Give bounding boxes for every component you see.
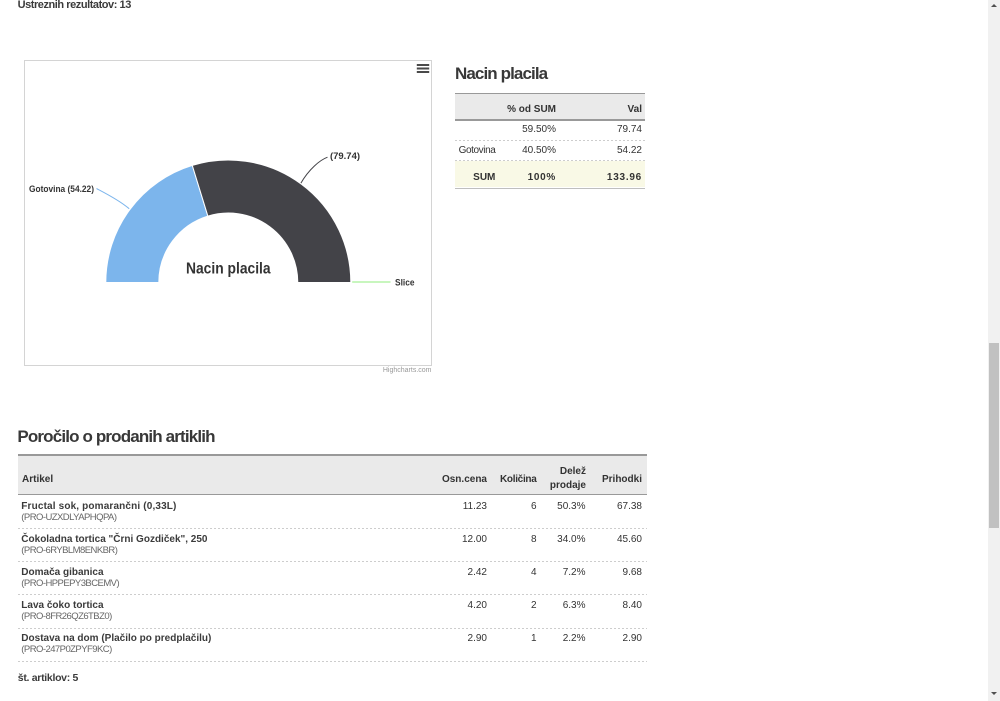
svg-text:Nacin placila: Nacin placila (186, 260, 271, 277)
svg-text:(79.74): (79.74) (330, 151, 360, 162)
svg-text:Gotovina (54.22): Gotovina (54.22) (29, 184, 94, 195)
svg-text:Slice: Slice (395, 278, 415, 289)
